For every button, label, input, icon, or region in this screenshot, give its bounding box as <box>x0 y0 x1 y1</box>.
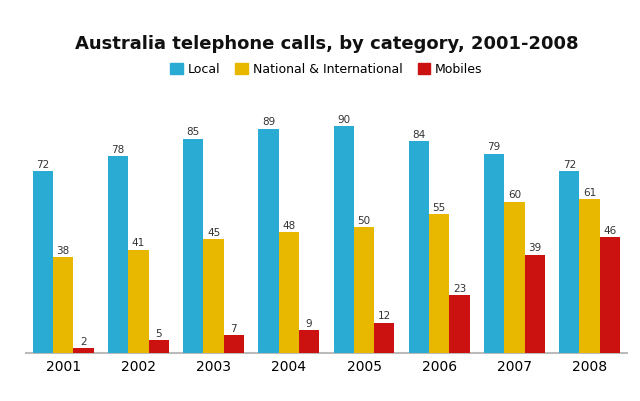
Text: 90: 90 <box>337 115 350 125</box>
Bar <box>525 255 545 353</box>
Text: 50: 50 <box>357 216 371 226</box>
Text: 7: 7 <box>230 324 237 334</box>
Text: 48: 48 <box>282 221 296 231</box>
Text: 38: 38 <box>56 246 70 256</box>
Bar <box>333 126 354 353</box>
Bar <box>108 156 128 353</box>
Text: 78: 78 <box>111 145 125 155</box>
Bar <box>504 202 525 353</box>
Title: Australia telephone calls, by category, 2001-2008: Australia telephone calls, by category, … <box>75 35 578 53</box>
Bar <box>259 129 278 353</box>
Bar <box>374 323 394 353</box>
Text: 9: 9 <box>306 319 312 329</box>
Text: 2: 2 <box>80 336 87 346</box>
Bar <box>148 340 169 353</box>
Bar <box>354 227 374 353</box>
Bar <box>449 295 470 353</box>
Text: 60: 60 <box>508 190 521 200</box>
Text: 41: 41 <box>132 238 145 248</box>
Bar <box>204 239 224 353</box>
Bar <box>183 139 204 353</box>
Bar <box>53 257 74 353</box>
Legend: Local, National & International, Mobiles: Local, National & International, Mobiles <box>168 60 485 78</box>
Bar <box>128 249 148 353</box>
Bar <box>600 237 620 353</box>
Bar <box>74 348 93 353</box>
Bar <box>429 214 449 353</box>
Text: 39: 39 <box>528 243 541 253</box>
Bar <box>224 335 244 353</box>
Text: 89: 89 <box>262 117 275 127</box>
Text: 45: 45 <box>207 228 220 238</box>
Text: 72: 72 <box>563 160 576 170</box>
Bar <box>33 171 53 353</box>
Text: 12: 12 <box>378 311 391 321</box>
Bar <box>579 199 600 353</box>
Text: 46: 46 <box>604 226 616 236</box>
Text: 55: 55 <box>433 203 446 213</box>
Text: 61: 61 <box>583 188 596 198</box>
Bar <box>278 232 299 353</box>
Bar <box>409 141 429 353</box>
Text: 79: 79 <box>488 142 500 152</box>
Text: 85: 85 <box>187 128 200 138</box>
Bar <box>559 171 579 353</box>
Text: 23: 23 <box>453 284 466 294</box>
Bar <box>484 154 504 353</box>
Bar <box>299 330 319 353</box>
Text: 84: 84 <box>412 130 426 140</box>
Text: 72: 72 <box>36 160 49 170</box>
Text: 5: 5 <box>156 329 162 339</box>
